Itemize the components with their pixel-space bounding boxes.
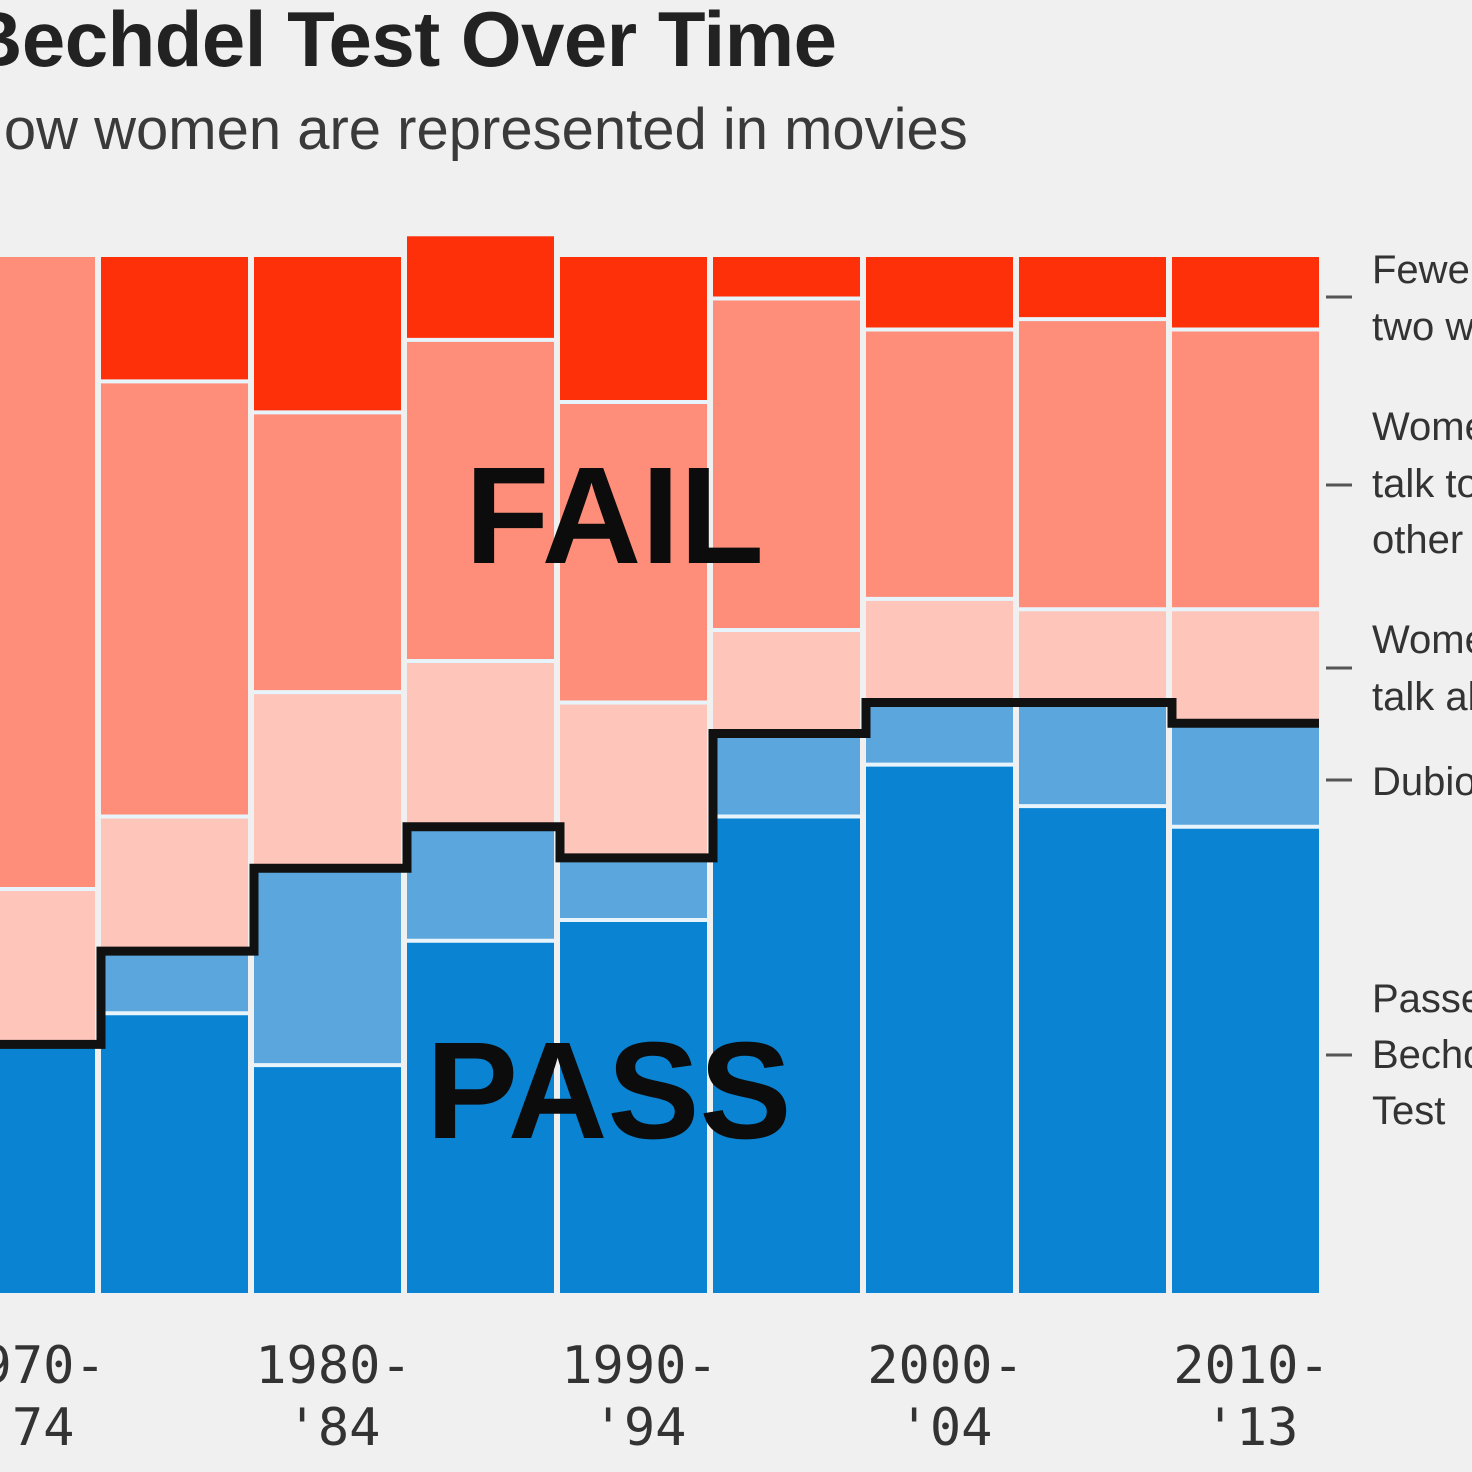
bar-segment-fewer_than_two_women bbox=[1172, 257, 1319, 330]
bar-segment-women_dont_talk bbox=[1172, 329, 1319, 610]
x-tick-label: 1970- bbox=[0, 1336, 106, 1396]
bar-segment-women_dont_talk bbox=[560, 402, 707, 703]
bar-segment-dubious bbox=[101, 951, 248, 1014]
bar-segment-talk_about_men bbox=[560, 702, 707, 858]
bar-segment-talk_about_men bbox=[1019, 609, 1166, 703]
bar-segment-passes bbox=[407, 940, 554, 1293]
bar-segment-fewer_than_two_women bbox=[560, 257, 707, 403]
bar-segment-passes bbox=[1172, 826, 1319, 1293]
legend-label-fewer_than_two_women: Fewer than bbox=[1372, 248, 1472, 292]
legend: Fewer than two women Women don't talk to ea… bbox=[1326, 248, 1472, 1133]
x-tick-label: 2000- bbox=[867, 1336, 1024, 1396]
legend-label-talk_about_men: talk about men bbox=[1372, 675, 1472, 719]
bar-segment-dubious bbox=[560, 857, 707, 921]
chart-subtitle: How women are represented in movies bbox=[0, 97, 968, 162]
bar-segment-dubious bbox=[1172, 723, 1319, 827]
bar-segment-fewer_than_two_women bbox=[101, 257, 248, 382]
bar-segment-talk_about_men bbox=[0, 888, 95, 1045]
bar-segment-passes bbox=[101, 1013, 248, 1293]
legend-label-women_dont_talk: Women don't bbox=[1372, 405, 1472, 449]
bar-segment-passes bbox=[560, 920, 707, 1293]
bar-segment-fewer_than_two_women bbox=[866, 257, 1013, 330]
bar-segment-women_dont_talk bbox=[0, 257, 95, 889]
x-tick-label: '84 bbox=[287, 1398, 381, 1458]
legend-label-women_dont_talk: talk to each bbox=[1372, 462, 1472, 506]
bar-segment-dubious bbox=[713, 733, 860, 817]
bar-segment-dubious bbox=[866, 702, 1013, 765]
bar-segment-talk_about_men bbox=[254, 692, 401, 869]
bar-segment-passes bbox=[1019, 806, 1166, 1293]
legend-label-dubious: Dubious bbox=[1372, 760, 1472, 804]
legend-label-passes: Bechdel bbox=[1372, 1033, 1472, 1077]
legend-label-passes: Test bbox=[1372, 1089, 1445, 1133]
bar-segment-talk_about_men bbox=[713, 629, 860, 734]
x-axis-ticks: 1970-'74 1980-'84 1990-'94 2000-'04 2010-'13 bbox=[0, 1336, 1330, 1458]
bar-segment-talk_about_men bbox=[101, 816, 248, 952]
bar-segment-women_dont_talk bbox=[407, 339, 554, 662]
legend-label-passes: Passes bbox=[1372, 977, 1472, 1021]
bars-group bbox=[0, 236, 1319, 1293]
legend-label-women_dont_talk: other bbox=[1372, 518, 1463, 562]
fail-annotation: FAIL bbox=[465, 439, 764, 593]
x-tick-label: '04 bbox=[899, 1398, 993, 1458]
x-tick-label: 1990- bbox=[561, 1336, 718, 1396]
legend-label-fewer_than_two_women: two women bbox=[1372, 305, 1472, 349]
bar-segment-passes bbox=[0, 1044, 95, 1293]
chart-title: Bechdel Test Over Time bbox=[0, 0, 837, 83]
bar-segment-fewer_than_two_women bbox=[1019, 257, 1166, 320]
bar-segment-women_dont_talk bbox=[1019, 319, 1166, 610]
bar-segment-fewer_than_two_women bbox=[713, 257, 860, 299]
x-tick-label: '94 bbox=[593, 1398, 687, 1458]
pass-fail-boundary-line bbox=[0, 697, 1319, 1049]
bar-segment-passes bbox=[866, 764, 1013, 1293]
bar-segment-talk_about_men bbox=[407, 661, 554, 827]
bar-segment-talk_about_men bbox=[1172, 609, 1319, 724]
bar-segment-fewer_than_two_women bbox=[407, 236, 554, 340]
bar-segment-women_dont_talk bbox=[254, 412, 401, 693]
bar-segment-dubious bbox=[1019, 702, 1166, 807]
bar-segment-women_dont_talk bbox=[713, 298, 860, 630]
x-tick-label: '13 bbox=[1205, 1398, 1299, 1458]
legend-label-talk_about_men: Women only bbox=[1372, 618, 1472, 662]
x-tick-label: 1980- bbox=[255, 1336, 412, 1396]
bar-segment-dubious bbox=[407, 826, 554, 941]
bar-segment-women_dont_talk bbox=[866, 329, 1013, 599]
x-tick-label: 2010- bbox=[1173, 1336, 1330, 1396]
bar-segment-dubious bbox=[254, 868, 401, 1066]
bar-segment-passes bbox=[254, 1065, 401, 1293]
bar-segment-talk_about_men bbox=[866, 598, 1013, 703]
bar-segment-women_dont_talk bbox=[101, 381, 248, 817]
pass-annotation: PASS bbox=[426, 1014, 792, 1168]
bar-segment-passes bbox=[713, 816, 860, 1293]
x-tick-label: '74 bbox=[0, 1398, 74, 1458]
bar-segment-fewer_than_two_women bbox=[254, 257, 401, 413]
